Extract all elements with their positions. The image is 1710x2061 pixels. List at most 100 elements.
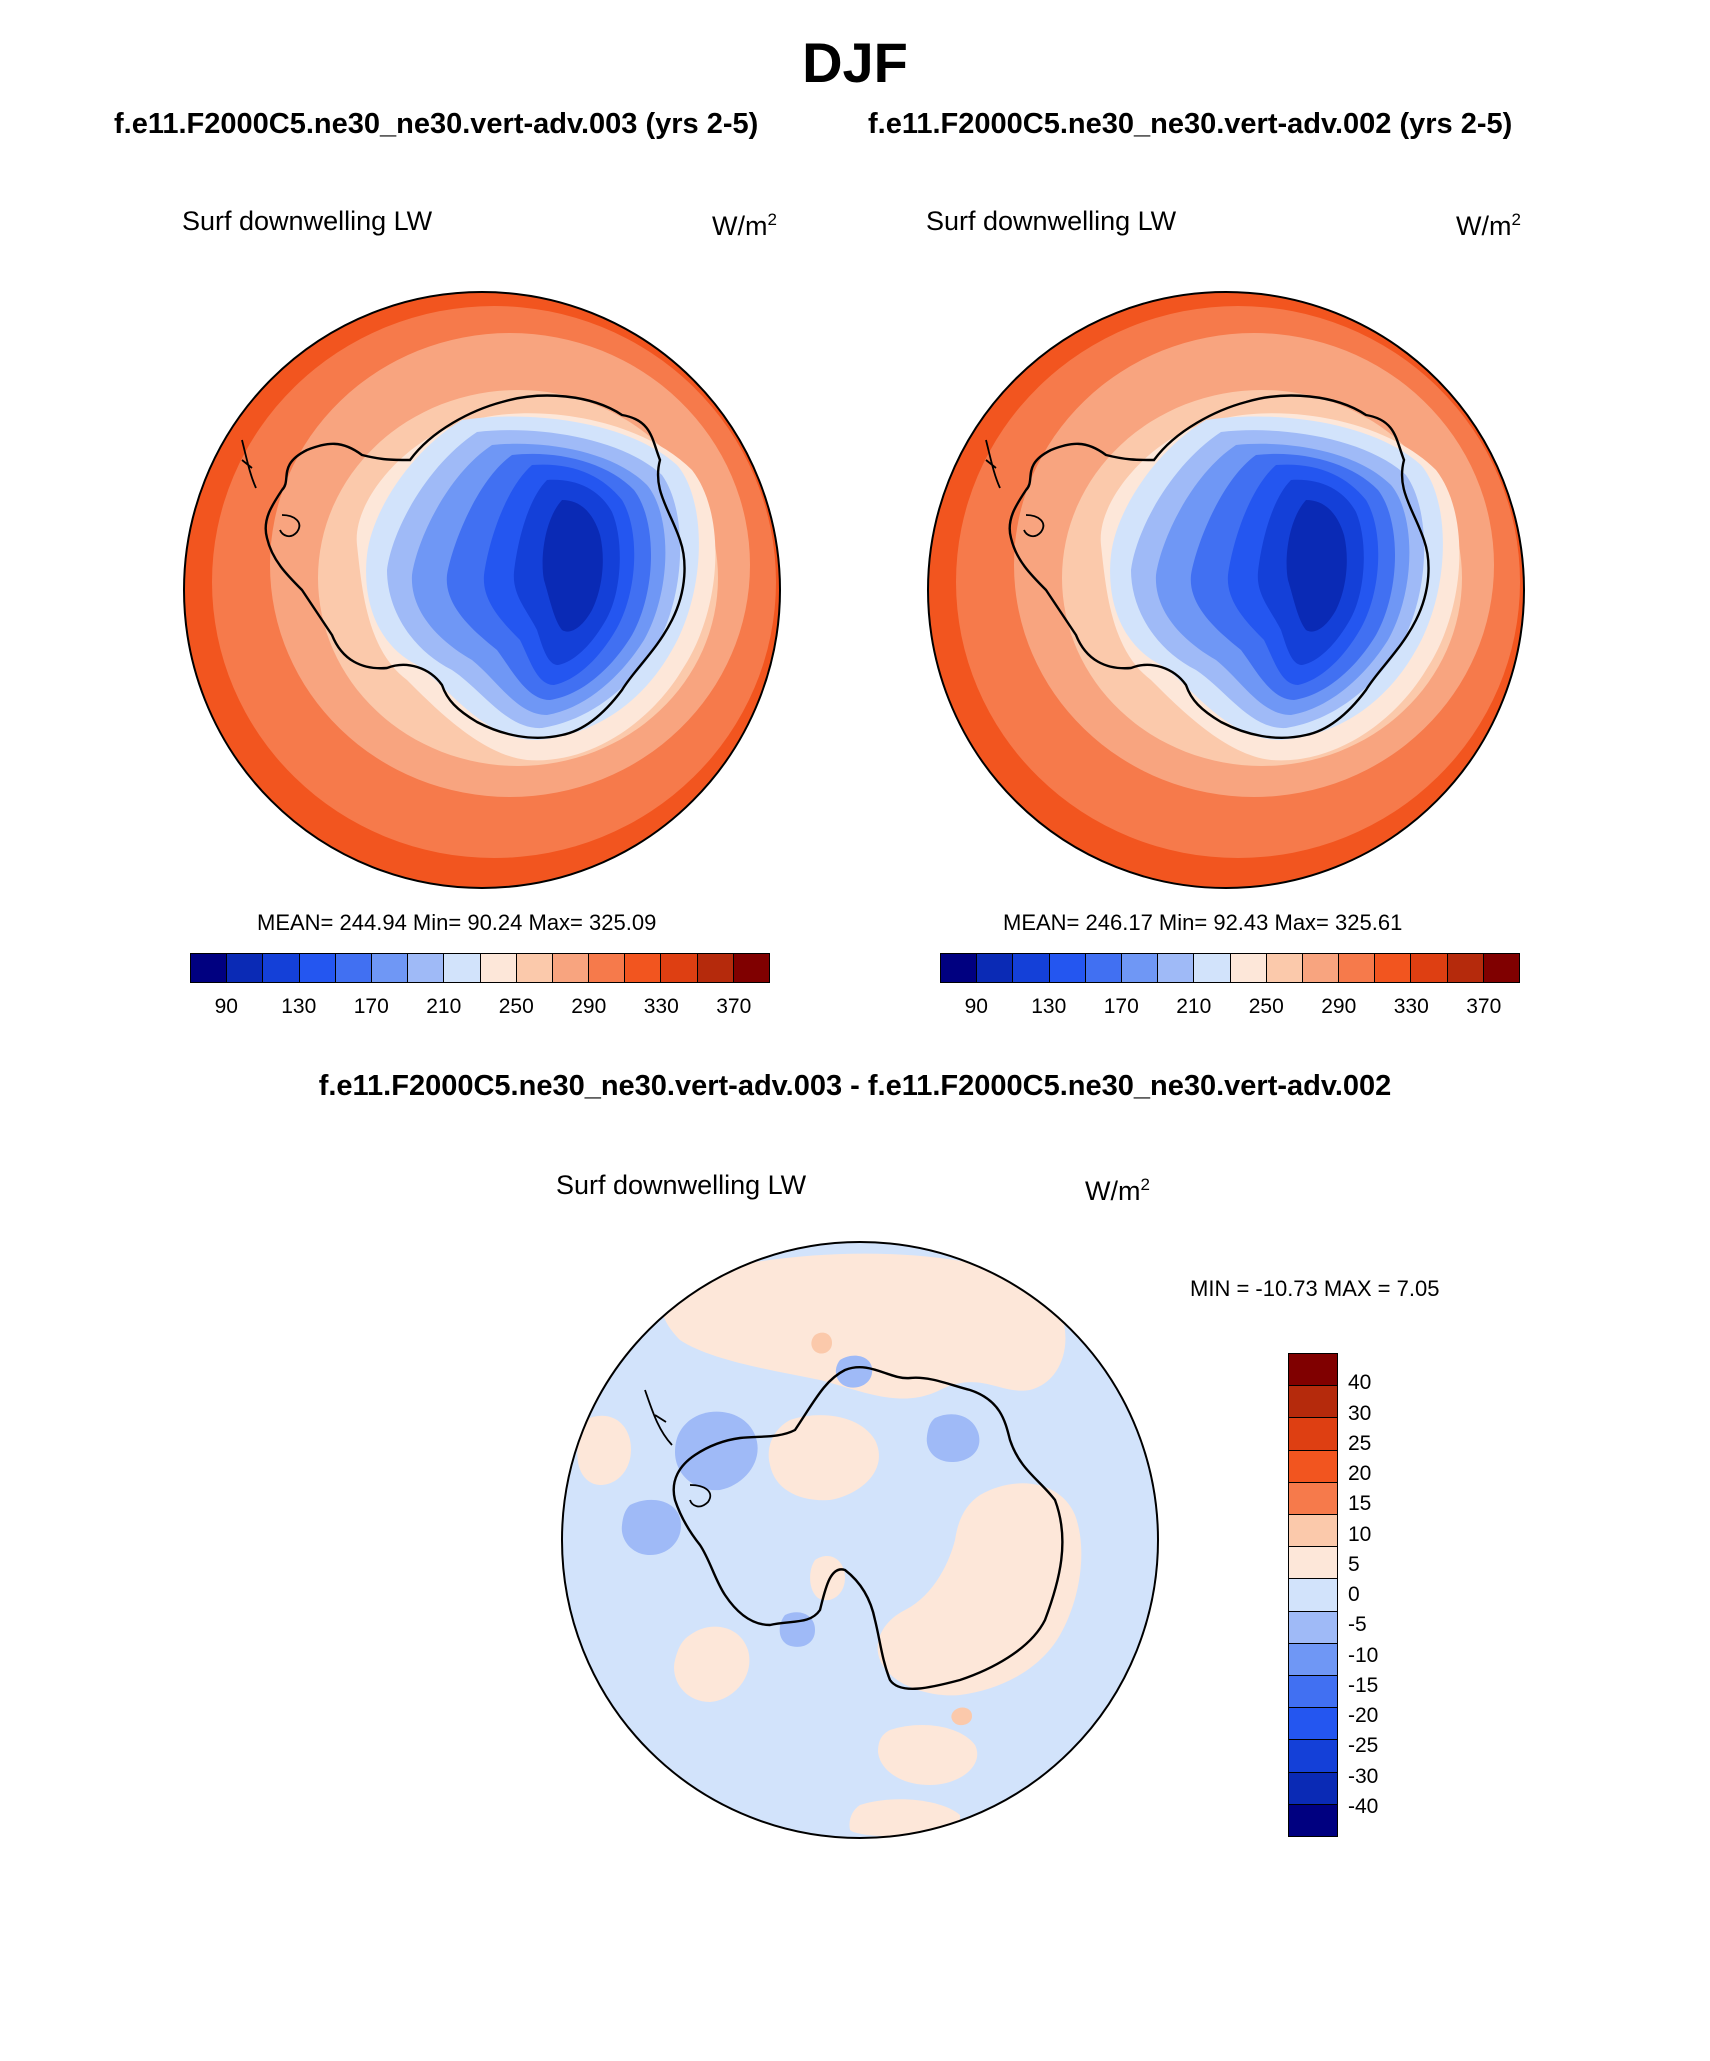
- map-band: [951, 1707, 972, 1726]
- colorbar-swatch: [941, 954, 978, 982]
- diff-panel-stats: MIN = -10.73 MAX = 7.05: [1190, 1276, 1440, 1301]
- colorbar-tick-label: 90: [214, 995, 238, 1018]
- colorbar-tick-label: 330: [643, 995, 679, 1018]
- map-band: [811, 1332, 832, 1354]
- colorbar-tick-label: 170: [353, 995, 389, 1018]
- colorbar-swatch: [661, 954, 698, 982]
- difference-polar-map: [561, 1241, 1159, 1839]
- difference-colorbar: [1288, 1353, 1338, 1837]
- colorbar-swatch: [1289, 1386, 1337, 1419]
- colorbar-swatch: [1289, 1354, 1337, 1387]
- colorbar-swatch: [371, 954, 409, 982]
- map-band: [621, 1499, 681, 1555]
- coastline: [279, 514, 301, 538]
- colorbar-swatch: [1289, 1579, 1337, 1612]
- coastline: [644, 1389, 673, 1446]
- right-polar-map: [927, 291, 1525, 889]
- colorbar-swatch: [1289, 1804, 1337, 1837]
- difference-title: f.e11.F2000C5.ne30_ne30.vert-adv.003 - f…: [318, 1070, 1392, 1102]
- colorbar-swatch: [1289, 1708, 1337, 1741]
- colorbar-swatch: [1289, 1482, 1337, 1516]
- map-band: [674, 1626, 750, 1702]
- colorbar-tick-label: 290: [1321, 995, 1357, 1018]
- colorbar-swatch: [1289, 1676, 1337, 1709]
- colorbar-swatch: [1302, 954, 1340, 982]
- colorbar-swatch: [191, 954, 228, 982]
- colorbar-tick-label: -25: [1348, 1734, 1379, 1758]
- colorbar-tick-label: -30: [1348, 1764, 1379, 1788]
- colorbar-swatch: [1121, 954, 1159, 982]
- colorbar-tick-label: 10: [1348, 1522, 1372, 1546]
- colorbar-swatch: [1194, 954, 1231, 982]
- colorbar-swatch: [335, 954, 372, 982]
- colorbar-tick-label: 210: [426, 995, 462, 1018]
- right-panel-units: W/m2: [1456, 210, 1521, 241]
- colorbar-tick-label: 130: [281, 995, 317, 1018]
- colorbar-swatch: [1289, 1643, 1337, 1677]
- map-border: [183, 291, 781, 889]
- colorbar-tick-label: 90: [964, 995, 988, 1018]
- colorbar-swatch: [408, 954, 445, 982]
- right-colorbar: [940, 953, 1520, 983]
- colorbar-tick-label: 370: [1466, 995, 1502, 1018]
- colorbar-swatch: [1375, 954, 1412, 982]
- colorbar-swatch: [1085, 954, 1122, 982]
- colorbar-swatch: [1483, 954, 1519, 982]
- difference-colorbar-ticks: 40 30 25 20 15 10 5 0 -5 -10 -15 -20 -25 -30 -40: [1348, 1353, 1428, 1835]
- left-run-title: f.e11.F2000C5.ne30_ne30.vert-adv.003 (yr…: [114, 108, 759, 140]
- colorbar-tick-label: -10: [1348, 1643, 1379, 1667]
- map-border: [561, 1241, 1159, 1839]
- colorbar-swatch: [1447, 954, 1484, 982]
- colorbar-tick-label: 5: [1348, 1552, 1360, 1576]
- colorbar-swatch: [1289, 1611, 1337, 1644]
- right-panel-stats: MEAN= 246.17 Min= 92.43 Max= 325.61: [1003, 910, 1403, 935]
- map-band: [810, 1556, 845, 1601]
- colorbar-tick-label: 40: [1348, 1371, 1372, 1395]
- colorbar-swatch: [299, 954, 336, 982]
- colorbar-swatch: [733, 954, 769, 982]
- colorbar-swatch: [1339, 954, 1376, 982]
- right-panel-variable-label: Surf downwelling LW: [926, 206, 1177, 236]
- colorbar-swatch: [1289, 1547, 1337, 1580]
- coastline: [241, 439, 257, 489]
- diff-panel-variable-label: Surf downwelling LW: [556, 1170, 807, 1200]
- coastline: [689, 1484, 712, 1508]
- colorbar-swatch: [1266, 954, 1303, 982]
- colorbar-tick-label: -5: [1348, 1613, 1367, 1637]
- colorbar-swatch: [1013, 954, 1050, 982]
- map-band: [577, 1415, 631, 1485]
- coastline: [985, 439, 1001, 489]
- colorbar-swatch: [227, 954, 264, 982]
- colorbar-swatch: [1230, 954, 1267, 982]
- colorbar-swatch: [1289, 1740, 1337, 1773]
- coastline: [1023, 514, 1045, 538]
- coastline: [1008, 394, 1430, 739]
- colorbar-tick-label: 30: [1348, 1401, 1372, 1425]
- map-band: [849, 1799, 961, 1837]
- season-title: DJF: [802, 31, 908, 94]
- colorbar-tick-label: 370: [716, 995, 752, 1018]
- colorbar-tick-label: -20: [1348, 1704, 1379, 1727]
- colorbar-swatch: [625, 954, 662, 982]
- colorbar-tick-label: 210: [1176, 995, 1212, 1018]
- left-panel-variable-label: Surf downwelling LW: [182, 206, 433, 236]
- map-band: [926, 1414, 980, 1462]
- colorbar-swatch: [263, 954, 300, 982]
- map-band: [878, 1725, 978, 1785]
- colorbar-tick-label: 290: [571, 995, 607, 1018]
- colorbar-tick-label: 25: [1348, 1431, 1372, 1455]
- colorbar-swatch: [552, 954, 590, 982]
- colorbar-tick-label: 0: [1348, 1583, 1360, 1606]
- colorbar-swatch: [516, 954, 553, 982]
- left-polar-map: [183, 291, 781, 889]
- right-colorbar-ticks: 90 130 170 210 250 290 330 370: [940, 995, 1518, 1023]
- map-band: [1286, 500, 1347, 632]
- colorbar-swatch: [1049, 954, 1086, 982]
- colorbar-tick-label: 330: [1393, 995, 1429, 1018]
- colorbar-swatch: [697, 954, 734, 982]
- map-border: [927, 291, 1525, 889]
- colorbar-tick-label: -40: [1348, 1794, 1379, 1818]
- colorbar-swatch: [1411, 954, 1448, 982]
- colorbar-tick-label: 15: [1348, 1492, 1372, 1516]
- map-band: [877, 1483, 1082, 1696]
